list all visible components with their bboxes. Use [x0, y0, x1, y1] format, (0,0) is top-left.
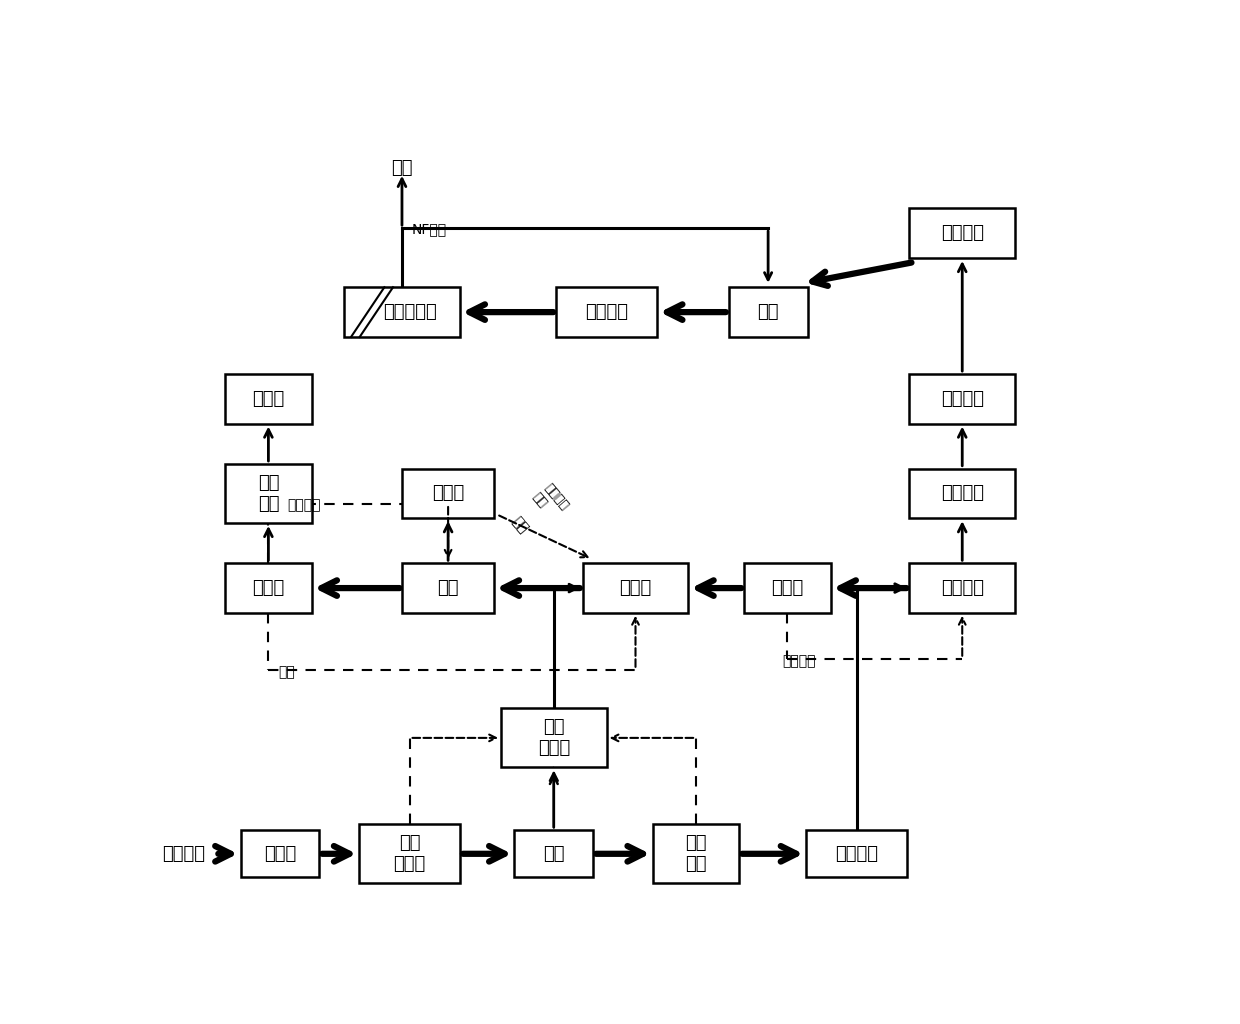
Text: 冷冻结晶: 冷冻结晶 — [941, 580, 983, 597]
FancyBboxPatch shape — [345, 288, 460, 337]
Text: 精密过滤: 精密过滤 — [585, 303, 629, 322]
FancyBboxPatch shape — [909, 374, 1016, 424]
Text: 焦炭
过滤: 焦炭 过滤 — [686, 835, 707, 873]
FancyBboxPatch shape — [226, 374, 311, 424]
FancyBboxPatch shape — [806, 830, 906, 878]
FancyBboxPatch shape — [403, 469, 494, 518]
FancyBboxPatch shape — [583, 563, 688, 613]
FancyBboxPatch shape — [909, 469, 1016, 518]
Text: 离心母液: 离心母液 — [782, 654, 816, 668]
FancyBboxPatch shape — [557, 288, 657, 337]
FancyBboxPatch shape — [501, 709, 606, 767]
Text: 焦油
回收槽: 焦油 回收槽 — [538, 719, 570, 758]
Text: 调节池: 调节池 — [264, 845, 296, 863]
Text: NF产水: NF产水 — [412, 222, 446, 236]
Text: 采循环水
散热: 采循环水 散热 — [529, 481, 570, 522]
FancyBboxPatch shape — [909, 209, 1016, 258]
FancyBboxPatch shape — [515, 830, 593, 878]
FancyBboxPatch shape — [729, 288, 807, 337]
Text: 浓硝槽: 浓硝槽 — [619, 580, 652, 597]
Text: 余热: 余热 — [278, 666, 295, 679]
Text: 盘式
干燥: 盘式 干燥 — [258, 474, 279, 513]
Text: 离心机: 离心机 — [252, 580, 284, 597]
FancyBboxPatch shape — [360, 824, 460, 884]
FancyBboxPatch shape — [226, 464, 311, 523]
Text: 气浮: 气浮 — [543, 845, 564, 863]
Text: 酚钠废水: 酚钠废水 — [161, 845, 205, 863]
Text: 酚钠萃取: 酚钠萃取 — [941, 390, 983, 408]
Text: 电极氧化: 电极氧化 — [941, 224, 983, 243]
FancyBboxPatch shape — [241, 830, 320, 878]
Text: 离心机: 离心机 — [771, 580, 804, 597]
Text: 生化: 生化 — [758, 303, 779, 322]
Text: 离心母液: 离心母液 — [288, 498, 321, 512]
Text: 蒸馏水: 蒸馏水 — [432, 484, 464, 503]
Text: 余热: 余热 — [508, 514, 531, 536]
Text: 精密过滤: 精密过滤 — [835, 845, 878, 863]
FancyBboxPatch shape — [652, 824, 739, 884]
FancyBboxPatch shape — [909, 563, 1016, 613]
FancyBboxPatch shape — [226, 563, 311, 613]
Text: 元明粉: 元明粉 — [252, 390, 284, 408]
Text: 重力
隔油池: 重力 隔油池 — [393, 835, 425, 873]
Text: 蒸发: 蒸发 — [438, 580, 459, 597]
FancyBboxPatch shape — [403, 563, 494, 613]
Text: 回用: 回用 — [392, 159, 413, 177]
Text: 冷冻清液: 冷冻清液 — [941, 484, 983, 503]
FancyBboxPatch shape — [744, 563, 831, 613]
Text: 纳滤膜分离: 纳滤膜分离 — [383, 303, 436, 322]
